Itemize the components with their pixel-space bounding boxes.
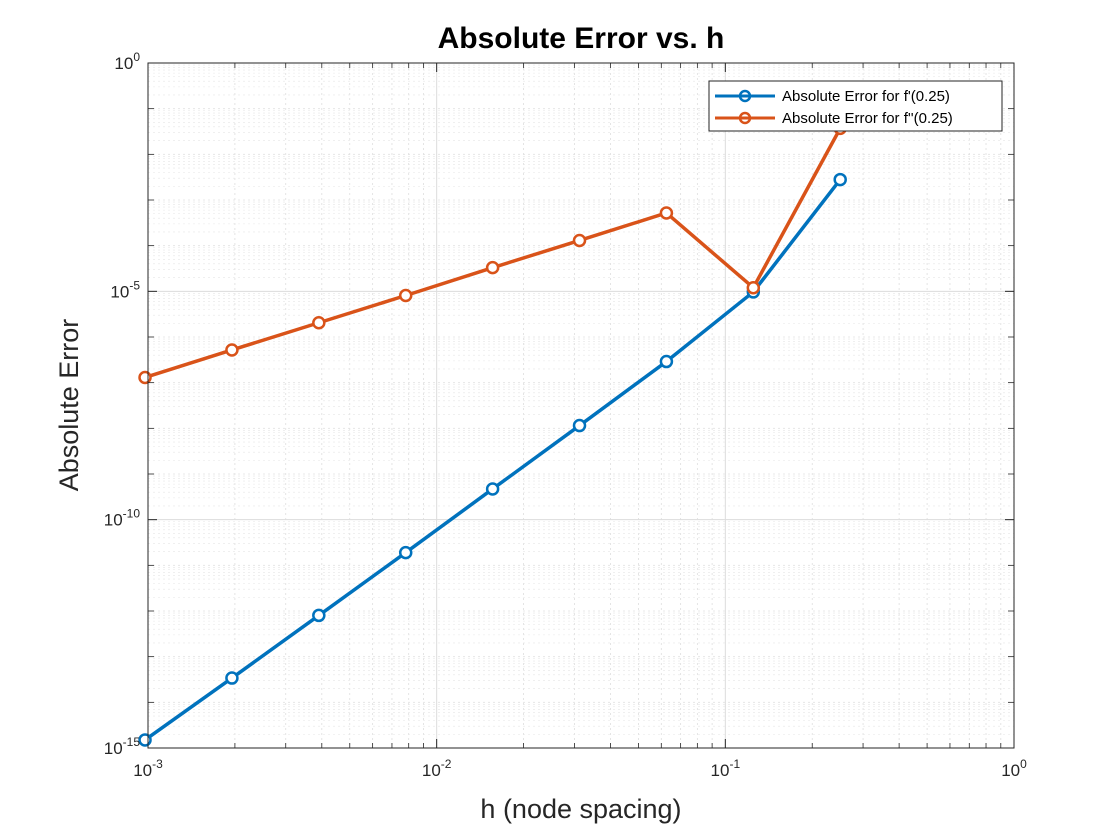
- series-1-point: [659, 206, 674, 220]
- series-0-point: [312, 608, 326, 623]
- series-0-point: [485, 482, 500, 496]
- minor-grid: [148, 63, 1014, 748]
- series-0-point: [398, 545, 413, 560]
- legend-box: [708, 80, 1003, 132]
- series-0-point: [138, 733, 152, 747]
- series-0-point: [833, 172, 847, 187]
- axes-box: [147, 62, 1015, 749]
- series-1-point: [312, 316, 326, 330]
- y-axis-label: Absolute Error: [54, 319, 84, 492]
- y-tick-label: 10-10: [104, 507, 141, 530]
- series-1-point: [572, 233, 587, 248]
- legend-label-fprime: Absolute Error for f'(0.25): [782, 88, 950, 105]
- legend-marker-fprime: [738, 89, 752, 103]
- ticks: 10-3 10-2 10-1 100 10-15 10-10 10-5 100: [104, 50, 1027, 780]
- x-tick-label: 10-1: [711, 757, 741, 780]
- y-tick-label: 100: [114, 50, 140, 73]
- x-tick-label: 100: [1001, 757, 1027, 780]
- x-axis-label: h (node spacing): [480, 794, 681, 824]
- x-tick-label: 10-3: [133, 757, 163, 780]
- series-1-point: [398, 288, 413, 303]
- x-tick-label: 10-2: [422, 757, 452, 780]
- legend-marker-fdoubleprime: [738, 111, 752, 125]
- y-tick-label: 10-5: [110, 278, 140, 301]
- series-0-point: [572, 418, 587, 433]
- series-0-point: [659, 354, 674, 369]
- series-1-point: [746, 280, 761, 295]
- series-1-point: [225, 343, 239, 357]
- y-tick-label: 10-15: [104, 735, 141, 758]
- series-0-point: [225, 671, 239, 685]
- legend: Absolute Error for f'(0.25) Absolute Err…: [708, 80, 1003, 132]
- series-1-point: [138, 370, 152, 385]
- legend-label-fdoubleprime: Absolute Error for f''(0.25): [782, 110, 953, 127]
- chart-title: Absolute Error vs. h: [438, 22, 725, 55]
- series-1-point: [485, 260, 500, 275]
